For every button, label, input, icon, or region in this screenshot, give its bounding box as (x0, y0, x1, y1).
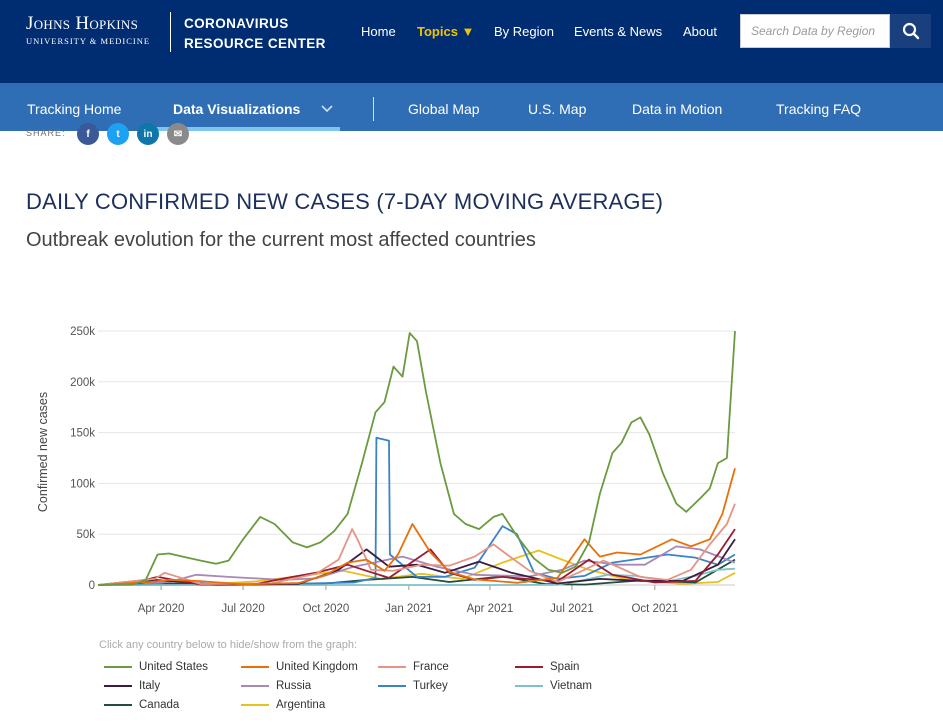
legend-swatch (104, 704, 132, 706)
topnav-by-region[interactable]: By Region (494, 24, 554, 39)
legend-swatch (378, 666, 406, 668)
jhu-logo[interactable]: Johns Hopkins UNIVERSITY & MEDICINE (26, 13, 150, 46)
y-tick-label: 0 (89, 580, 95, 592)
legend-swatch (241, 685, 269, 687)
legend-swatch (104, 685, 132, 687)
series-line-france (97, 503, 736, 586)
legend-label: Turkey (413, 680, 448, 692)
y-tick-label: 50k (76, 529, 95, 541)
legend-label: France (413, 661, 449, 673)
crc-line2: RESOURCE CENTER (184, 36, 326, 51)
legend-label: Russia (276, 680, 312, 692)
active-tab-underline (155, 127, 340, 131)
legend-item-italy[interactable]: Italy (104, 680, 160, 692)
twitter-icon[interactable]: t (107, 123, 129, 145)
legend-label: Canada (139, 699, 180, 711)
legend-swatch (241, 666, 269, 668)
series-line-united-kingdom (97, 467, 736, 586)
legend-swatch (104, 666, 132, 668)
top-header: Johns Hopkins UNIVERSITY & MEDICINE CORO… (0, 0, 943, 83)
subnav-data-in-motion[interactable]: Data in Motion (632, 101, 723, 117)
share-label: SHARE: (26, 128, 66, 138)
legend-item-vietnam[interactable]: Vietnam (515, 680, 592, 692)
page-title: DAILY CONFIRMED NEW CASES (7-DAY MOVING … (26, 189, 664, 214)
subnav-us-map[interactable]: U.S. Map (528, 101, 587, 117)
x-tick-label: Oct 2021 (631, 603, 678, 615)
topnav-about[interactable]: About (683, 24, 717, 39)
secondary-nav (0, 83, 943, 131)
email-icon[interactable]: ✉ (167, 123, 189, 145)
x-tick-label: Jul 2021 (550, 603, 593, 615)
series-line-italy (97, 538, 736, 586)
x-tick-label: Jan 2021 (385, 603, 432, 615)
y-axis-label: Confirmed new cases (36, 392, 50, 512)
legend-label: Vietnam (550, 680, 592, 692)
subnav-tracking-faq[interactable]: Tracking FAQ (776, 101, 862, 117)
legend-item-united-kingdom[interactable]: United Kingdom (241, 661, 358, 673)
search-icon (902, 22, 919, 40)
legend-label: United Kingdom (276, 661, 358, 673)
legend-swatch (515, 685, 543, 687)
legend-item-united-states[interactable]: United States (104, 661, 208, 673)
x-tick-label: Oct 2020 (303, 603, 350, 615)
chevron-down-icon[interactable] (320, 104, 334, 114)
legend-item-turkey[interactable]: Turkey (378, 680, 448, 692)
legend-label: Spain (550, 661, 580, 673)
search-button[interactable] (890, 14, 931, 48)
legend-label: Argentina (276, 699, 326, 711)
topnav-topics[interactable]: Topics ▼ (417, 24, 475, 39)
legend-item-russia[interactable]: Russia (241, 680, 311, 692)
series-line-spain (97, 528, 736, 586)
linkedin-icon[interactable]: in (137, 123, 159, 145)
logo-divider (170, 12, 171, 52)
series-line-united-states (97, 330, 736, 586)
legend-item-spain[interactable]: Spain (515, 661, 579, 673)
series-line-turkey (97, 436, 736, 586)
legend-swatch (378, 685, 406, 687)
legend-label: Italy (139, 680, 161, 692)
logo-line1: Johns Hopkins (26, 13, 139, 34)
subnav-tracking-home[interactable]: Tracking Home (27, 101, 122, 117)
legend-item-argentina[interactable]: Argentina (241, 699, 325, 711)
y-tick-label: 150k (70, 428, 95, 440)
facebook-icon[interactable]: f (77, 123, 99, 145)
y-tick-label: 250k (70, 326, 95, 338)
y-tick-label: 200k (70, 377, 95, 389)
legend-item-canada[interactable]: Canada (104, 699, 179, 711)
crc-logo[interactable]: CORONAVIRUS RESOURCE CENTER (184, 14, 326, 54)
legend-item-france[interactable]: France (378, 661, 449, 673)
subnav-data-visualizations[interactable]: Data Visualizations (173, 101, 301, 117)
legend-hint: Click any country below to hide/show fro… (99, 639, 358, 651)
subnav-global-map[interactable]: Global Map (408, 101, 480, 117)
series-line-vietnam (98, 567, 736, 586)
x-tick-label: Apr 2020 (138, 603, 185, 615)
page-subtitle: Outbreak evolution for the current most … (26, 229, 536, 251)
legend-label: United States (139, 661, 209, 673)
x-tick-label: Apr 2021 (467, 603, 514, 615)
series-line-russia (97, 545, 736, 586)
crc-line1: CORONAVIRUS (184, 16, 289, 31)
y-tick-label: 100k (70, 478, 95, 490)
legend-swatch (241, 704, 269, 706)
legend-swatch (515, 666, 543, 668)
x-tick-label: Jul 2020 (221, 603, 264, 615)
subnav-divider (373, 97, 374, 121)
logo-line2: UNIVERSITY & MEDICINE (26, 36, 151, 46)
topnav-home[interactable]: Home (361, 24, 396, 39)
cases-line-chart: 0 50k 100k 150k 200k 250k Confirmed new cases A… (36, 326, 736, 615)
topnav-events-news[interactable]: Events & News (574, 24, 663, 39)
search-input[interactable]: Search Data by Region (740, 14, 890, 48)
